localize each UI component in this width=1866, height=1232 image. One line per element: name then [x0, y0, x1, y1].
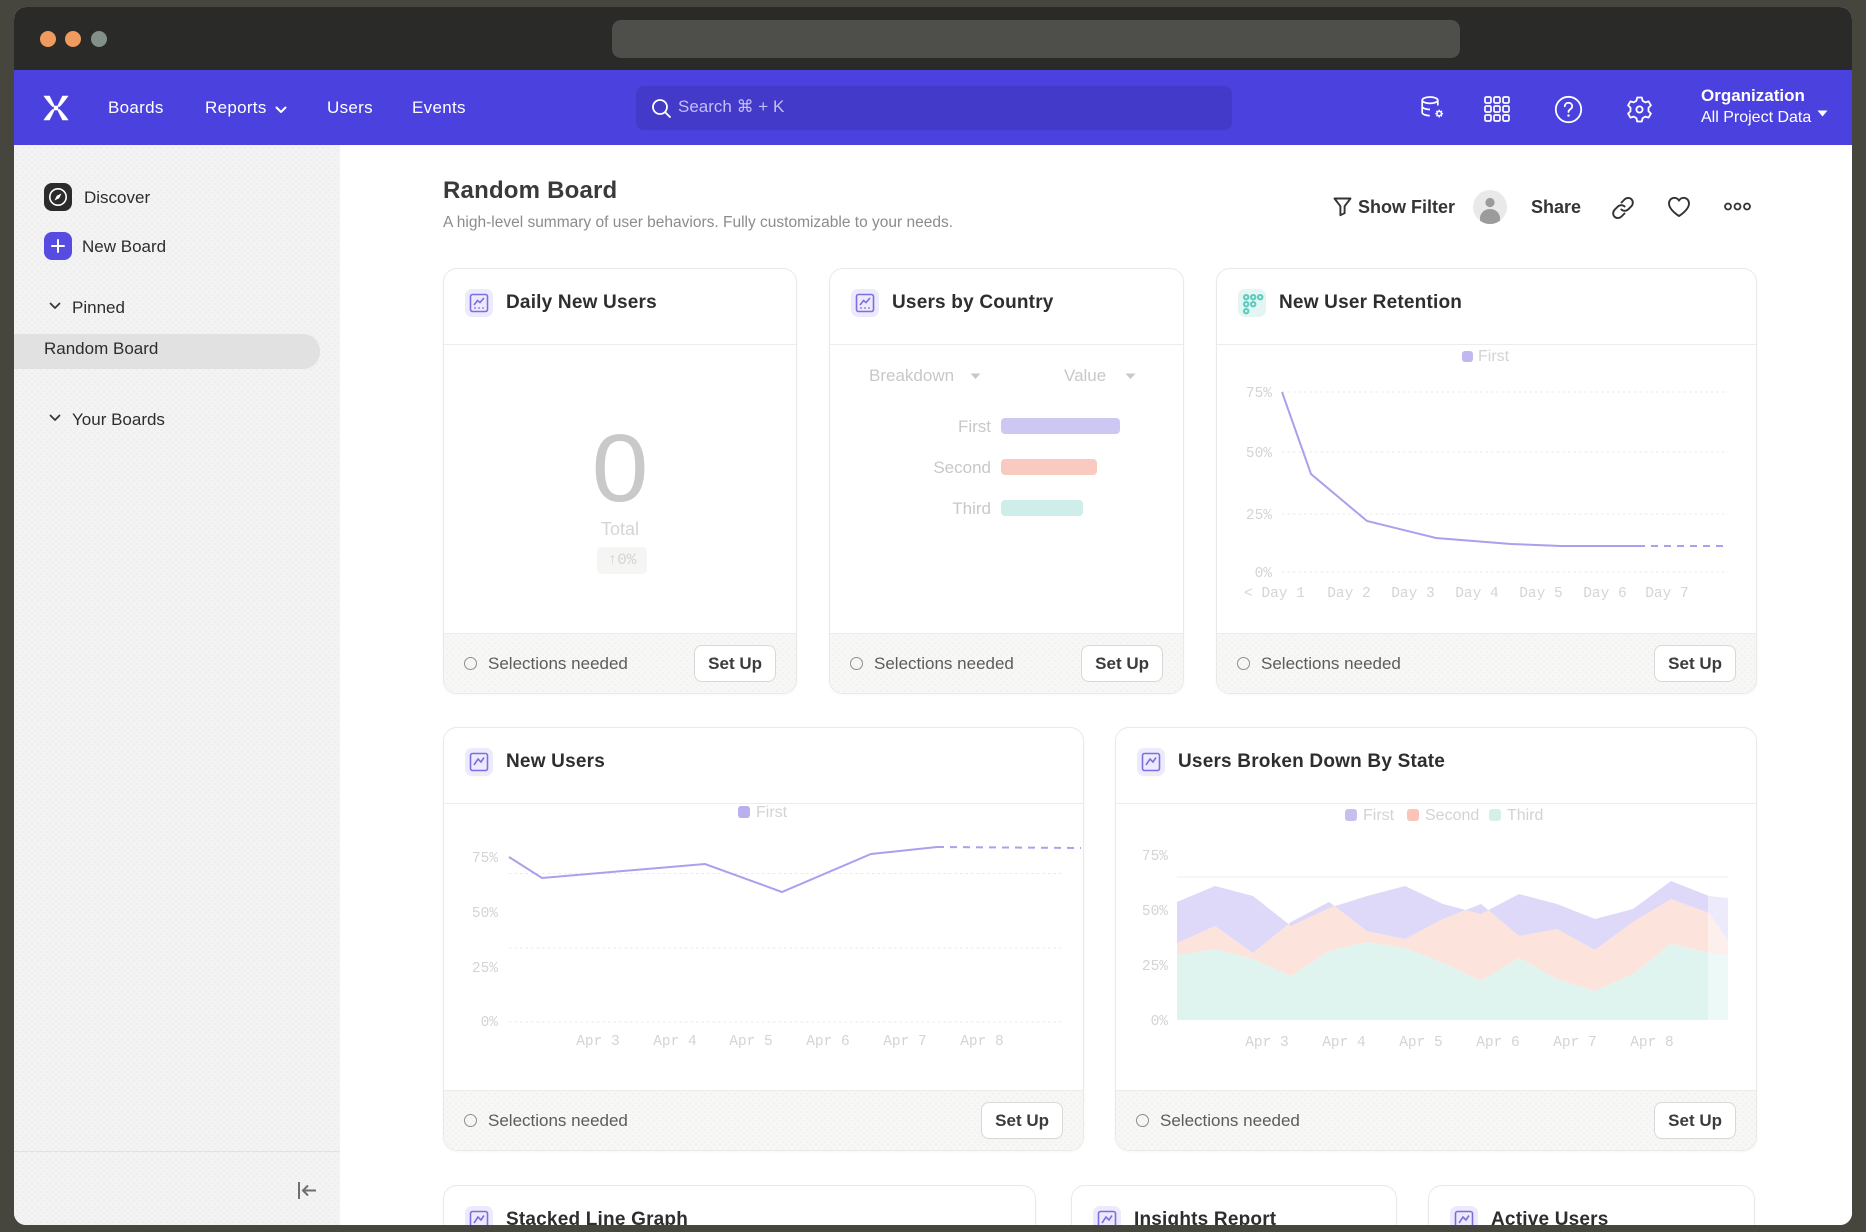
svg-text:0%: 0% — [481, 1015, 499, 1031]
svg-text:Third: Third — [1507, 807, 1543, 824]
svg-text:Apr 8: Apr 8 — [1630, 1035, 1674, 1051]
svg-text:Apr 6: Apr 6 — [1476, 1035, 1520, 1051]
svg-text:Apr 7: Apr 7 — [883, 1034, 927, 1050]
svg-text:Apr 5: Apr 5 — [729, 1034, 773, 1050]
svg-text:Apr 3: Apr 3 — [576, 1034, 620, 1050]
svg-text:Apr 7: Apr 7 — [1553, 1035, 1597, 1051]
svg-text:50%: 50% — [472, 906, 498, 922]
svg-text:0%: 0% — [1255, 566, 1273, 582]
svg-text:< Day 1: < Day 1 — [1244, 586, 1305, 602]
svg-text:25%: 25% — [472, 961, 498, 977]
svg-text:First: First — [1363, 807, 1395, 824]
svg-text:Apr 3: Apr 3 — [1245, 1035, 1289, 1051]
svg-text:75%: 75% — [472, 851, 498, 867]
svg-text:Apr 4: Apr 4 — [653, 1034, 697, 1050]
svg-text:Second: Second — [1425, 807, 1479, 824]
svg-text:Day 6: Day 6 — [1583, 586, 1627, 602]
svg-text:Day 3: Day 3 — [1391, 586, 1435, 602]
svg-text:25%: 25% — [1246, 508, 1272, 524]
svg-text:25%: 25% — [1142, 959, 1168, 975]
svg-text:First: First — [756, 804, 788, 821]
svg-text:Day 7: Day 7 — [1645, 586, 1689, 602]
svg-text:Apr 4: Apr 4 — [1322, 1035, 1366, 1051]
svg-text:Day 4: Day 4 — [1455, 586, 1499, 602]
svg-text:Apr 6: Apr 6 — [806, 1034, 850, 1050]
svg-text:Day 2: Day 2 — [1327, 586, 1371, 602]
svg-text:75%: 75% — [1142, 849, 1168, 865]
svg-text:50%: 50% — [1246, 446, 1272, 462]
svg-text:0%: 0% — [1151, 1014, 1169, 1030]
svg-text:Apr 8: Apr 8 — [960, 1034, 1004, 1050]
svg-text:75%: 75% — [1246, 386, 1272, 402]
svg-text:50%: 50% — [1142, 904, 1168, 920]
svg-text:First: First — [1478, 348, 1510, 365]
svg-text:Apr 5: Apr 5 — [1399, 1035, 1443, 1051]
svg-text:Day 5: Day 5 — [1519, 586, 1563, 602]
